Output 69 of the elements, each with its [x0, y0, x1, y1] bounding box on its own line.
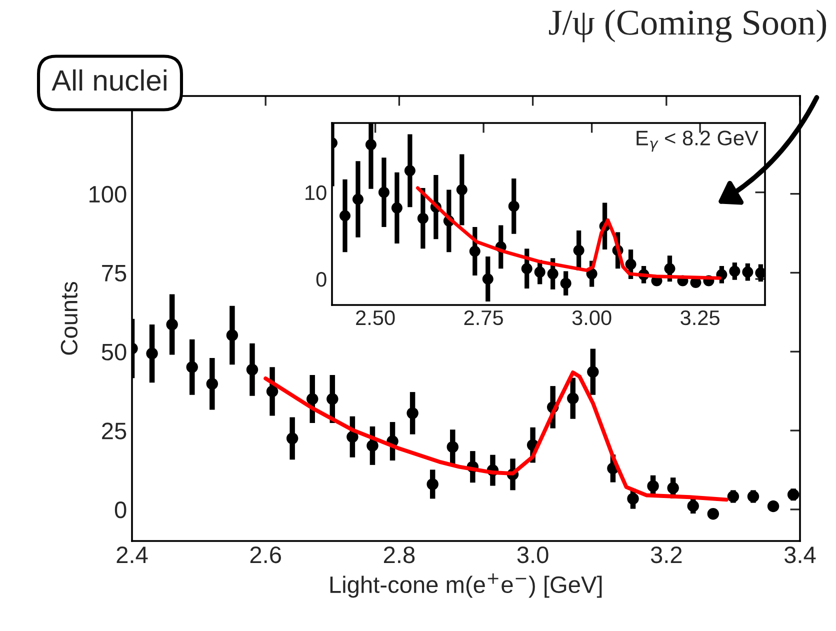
x-axis-title: Light-cone m(e$^{+}$e$^{−}$) [GeV] [330, 573, 602, 598]
point [534, 266, 546, 278]
point [560, 278, 572, 289]
point [417, 212, 428, 224]
y-tick-label: 0 [316, 272, 326, 287]
point [755, 267, 765, 278]
point [667, 482, 679, 494]
point [456, 184, 468, 196]
point [365, 139, 376, 150]
point [707, 508, 720, 520]
point [166, 318, 178, 330]
point [469, 246, 480, 257]
y-tick-label: 25 [102, 422, 126, 440]
x-tick-label: 2.4 [116, 546, 148, 563]
point [747, 490, 760, 502]
point [625, 258, 636, 270]
y-tick-label: 0 [114, 502, 126, 518]
point [352, 194, 364, 205]
point [482, 273, 494, 285]
point [547, 268, 558, 280]
point [426, 478, 438, 490]
point [787, 488, 800, 500]
x-tick-label: 3.4 [784, 546, 816, 564]
point [767, 500, 780, 512]
point [366, 440, 378, 452]
y-tick-label: 50 [102, 344, 126, 360]
point [664, 263, 676, 274]
point [206, 378, 218, 390]
annotation: E$_{γ}$ < 8.2 GeV [636, 130, 758, 152]
x-tick-label: 2.6 [250, 546, 281, 564]
point [339, 210, 350, 222]
y-tick-label: 75 [102, 265, 126, 282]
point [186, 361, 198, 373]
chart-title: J/ψ (Coming Soon) [548, 9, 826, 42]
point [391, 202, 402, 214]
x-tick-label: 2.75 [464, 310, 503, 326]
point [266, 386, 278, 398]
point [627, 492, 639, 505]
point [508, 200, 520, 212]
point [521, 263, 532, 274]
point [346, 430, 358, 443]
x-tick-label: 2.50 [356, 310, 395, 326]
point [742, 266, 754, 278]
point [404, 165, 416, 176]
point [587, 366, 599, 378]
point [687, 500, 699, 512]
point [306, 393, 318, 405]
text: All nuclei [52, 69, 166, 91]
y-axis-title: Counts [60, 282, 78, 355]
point [246, 364, 258, 376]
x-tick-label: 3.25 [680, 310, 720, 326]
point [446, 441, 459, 453]
x-tick-label: 3.0 [517, 546, 548, 564]
x-tick-label: 2.8 [384, 546, 415, 564]
point [326, 393, 338, 405]
point [378, 186, 390, 198]
x-tick-label: 3.2 [650, 546, 682, 564]
point [567, 392, 579, 404]
point [727, 490, 740, 502]
point [573, 244, 584, 256]
x-tick-label: 3.00 [572, 310, 612, 326]
y-tick-label: 10 [306, 185, 326, 200]
point [226, 329, 238, 342]
point [729, 266, 740, 277]
y-tick-label: 100 [90, 186, 126, 203]
point [406, 407, 418, 420]
point [647, 480, 659, 492]
point [146, 348, 158, 360]
point [286, 432, 298, 444]
